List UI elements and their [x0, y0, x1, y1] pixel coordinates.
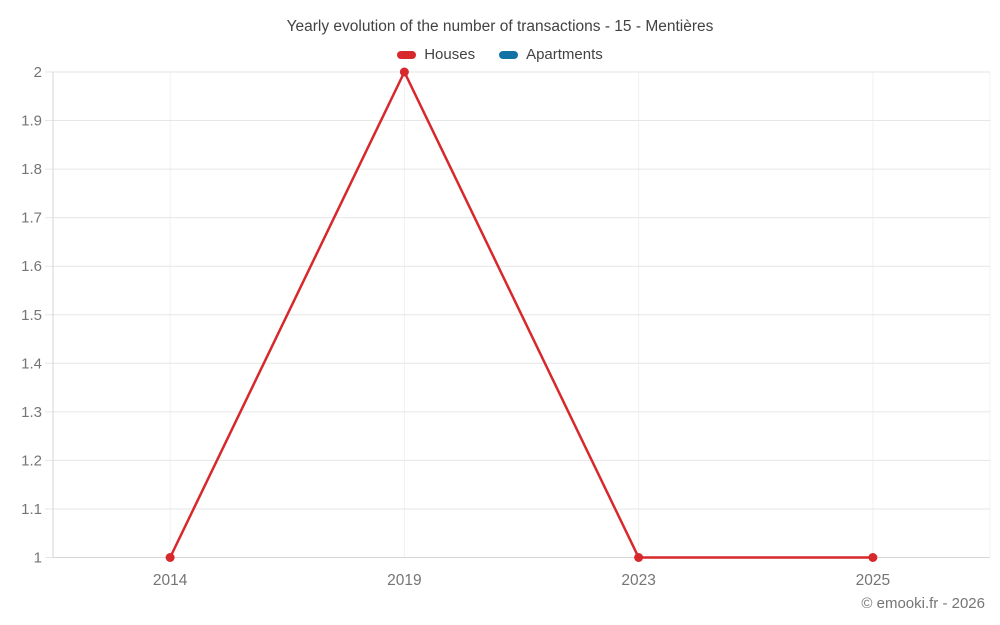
legend-label-apartments: Apartments	[526, 46, 603, 63]
copyright: © emooki.fr - 2026	[861, 595, 985, 612]
houses-line	[168, 70, 875, 559]
x-tick-label: 2014	[153, 572, 188, 589]
houses-color-swatch-icon	[397, 50, 417, 59]
y-tick-label: 1.9	[21, 113, 42, 130]
houses-point-2014	[165, 553, 175, 562]
x-tick-label: 2023	[621, 572, 655, 589]
y-tick-label: 2	[34, 64, 42, 81]
y-tick-label: 1	[34, 550, 42, 567]
y-tick-label: 1.2	[21, 452, 42, 469]
legend: Houses Apartments	[0, 46, 1000, 63]
y-tick-label: 1.3	[21, 404, 42, 421]
y-tick-label: 1.6	[21, 258, 42, 275]
y-tick-label: 1.1	[21, 501, 42, 518]
y-tick-label: 1.8	[21, 161, 42, 178]
apartments-color-swatch-icon	[499, 50, 519, 59]
chart-title: Yearly evolution of the number of transa…	[286, 18, 714, 35]
x-tick-label: 2019	[387, 572, 421, 589]
y-tick-label: 1.7	[21, 210, 42, 227]
houses-point-2025	[868, 553, 878, 562]
legend-item-houses[interactable]: Houses	[397, 46, 475, 63]
houses-point-2019	[399, 67, 409, 77]
x-tick-label: 2025	[856, 572, 890, 589]
legend-item-apartments[interactable]: Apartments	[499, 46, 603, 63]
legend-label-houses: Houses	[424, 46, 476, 63]
y-tick-label: 1.5	[21, 307, 42, 324]
y-tick-label: 1.4	[21, 355, 42, 372]
houses-point-2023	[634, 553, 644, 562]
